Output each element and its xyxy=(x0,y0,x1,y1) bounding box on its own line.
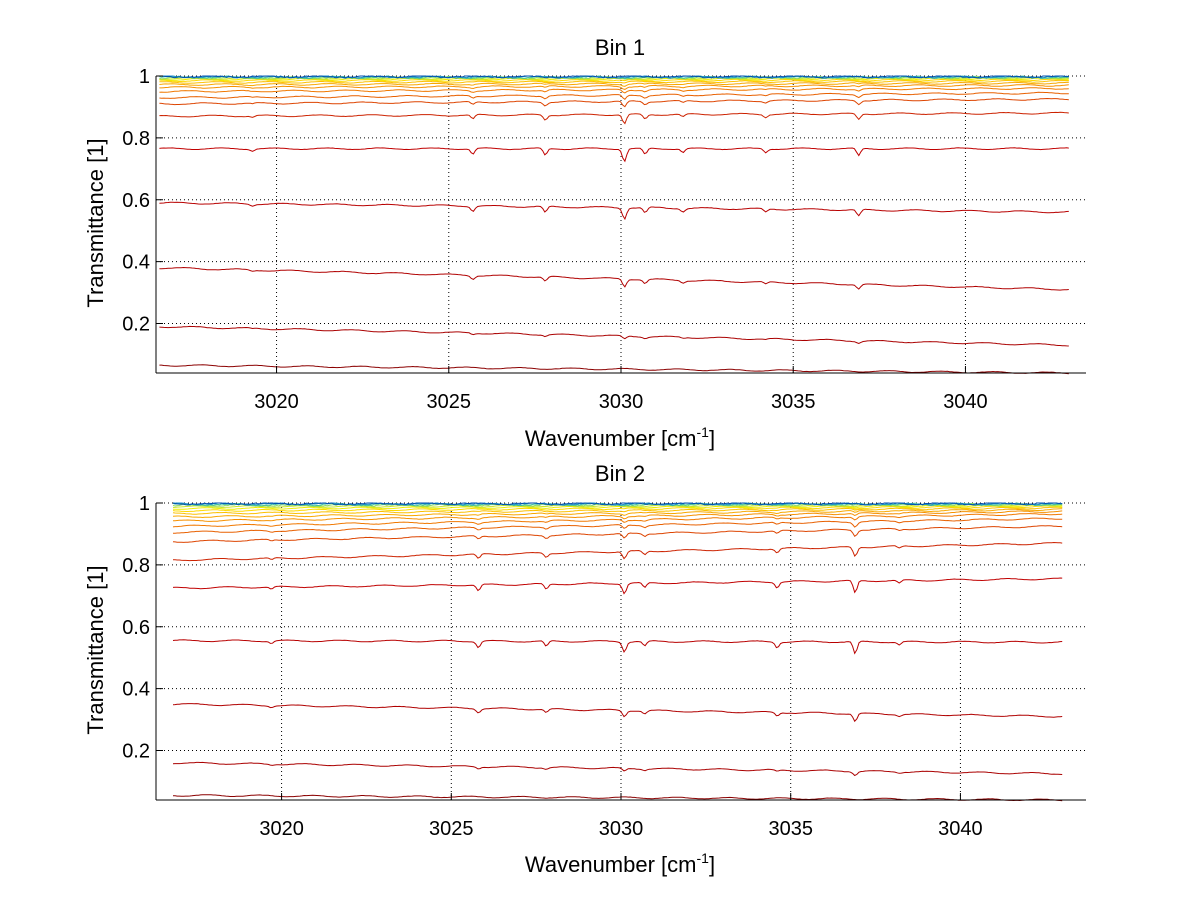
series-line-5 xyxy=(159,111,1069,125)
series-line-3 xyxy=(159,201,1069,221)
series-line-13 xyxy=(173,504,1063,510)
series-line-18 xyxy=(172,502,1063,506)
x-axis-label: Wavenumber [cm-1] xyxy=(525,424,715,451)
y-tick-label-0: 0.2 xyxy=(122,741,150,763)
series-line-11 xyxy=(172,506,1063,515)
y-axis-label: Transmittance [1] xyxy=(83,565,108,734)
y-tick-label-2: 0.6 xyxy=(122,190,150,212)
series-line-9 xyxy=(173,510,1063,522)
x-tick-label-4: 3040 xyxy=(938,818,983,840)
series-line-1 xyxy=(159,325,1069,347)
y-tick-label-4: 1 xyxy=(139,493,150,515)
y-tick-label-1: 0.4 xyxy=(122,679,150,701)
y-tick-label-0: 0.2 xyxy=(122,314,150,336)
x-axis-label-superscript: -1 xyxy=(697,424,710,440)
x-tick-label-0: 3020 xyxy=(259,818,304,840)
x-axis-ticks: 3020 3025 3030 3035 3040 xyxy=(254,366,988,413)
series-line-0 xyxy=(159,364,1069,375)
series-line-12 xyxy=(159,78,1069,82)
series-line-7 xyxy=(159,91,1069,100)
x-tick-label-2: 3030 xyxy=(599,391,644,413)
series-line-6 xyxy=(159,97,1069,108)
x-tick-label-1: 3025 xyxy=(429,818,474,840)
y-tick-label-1: 0.4 xyxy=(122,252,150,274)
x-tick-label-2: 3030 xyxy=(599,818,644,840)
series-line-8 xyxy=(172,513,1063,528)
series-line-4 xyxy=(159,147,1069,163)
chart-bin-1: Bin 1 Wavenumber [cm-1] Transmittance [1… xyxy=(83,35,1086,451)
series-line-10 xyxy=(172,508,1063,519)
chart-bin-2: Bin 2 Wavenumber [cm-1] Transmittance [1… xyxy=(83,461,1086,877)
series-line-3 xyxy=(172,639,1063,655)
y-tick-label-3: 0.8 xyxy=(122,555,150,577)
series-line-2 xyxy=(172,703,1063,723)
series-line-6 xyxy=(172,525,1063,543)
series-line-10 xyxy=(159,81,1069,87)
y-tick-label-4: 1 xyxy=(139,66,150,88)
y-axis-label: Transmittance [1] xyxy=(83,138,108,307)
series-line-4 xyxy=(172,577,1063,595)
x-tick-label-0: 3020 xyxy=(254,391,299,413)
series-lines xyxy=(172,502,1063,802)
x-axis-label: Wavenumber [cm-1] xyxy=(525,850,715,877)
series-line-12 xyxy=(172,505,1063,512)
x-tick-label-4: 3040 xyxy=(943,391,988,413)
y-tick-label-3: 0.8 xyxy=(122,128,150,150)
series-line-1 xyxy=(172,761,1063,777)
series-line-5 xyxy=(173,541,1063,562)
x-tick-label-1: 3025 xyxy=(427,391,472,413)
series-line-8 xyxy=(159,87,1069,94)
x-axis-label-superscript: -1 xyxy=(697,850,710,866)
x-tick-label-3: 3035 xyxy=(768,818,813,840)
x-tick-label-3: 3035 xyxy=(771,391,816,413)
y-axis-ticks: 0.2 0.4 0.6 0.8 1 xyxy=(122,493,163,763)
series-line-18 xyxy=(159,75,1069,79)
x-axis-ticks: 3020 3025 3030 3035 3040 xyxy=(259,793,983,840)
series-lines xyxy=(159,75,1069,375)
series-line-11 xyxy=(159,79,1069,84)
y-axis-ticks: 0.2 0.4 0.6 0.8 1 xyxy=(122,66,163,336)
chart-title: Bin 1 xyxy=(595,35,645,60)
series-line-2 xyxy=(159,266,1069,291)
chart-title: Bin 2 xyxy=(595,461,645,486)
y-tick-label-2: 0.6 xyxy=(122,617,150,639)
series-line-9 xyxy=(159,84,1069,90)
series-line-7 xyxy=(173,517,1063,534)
